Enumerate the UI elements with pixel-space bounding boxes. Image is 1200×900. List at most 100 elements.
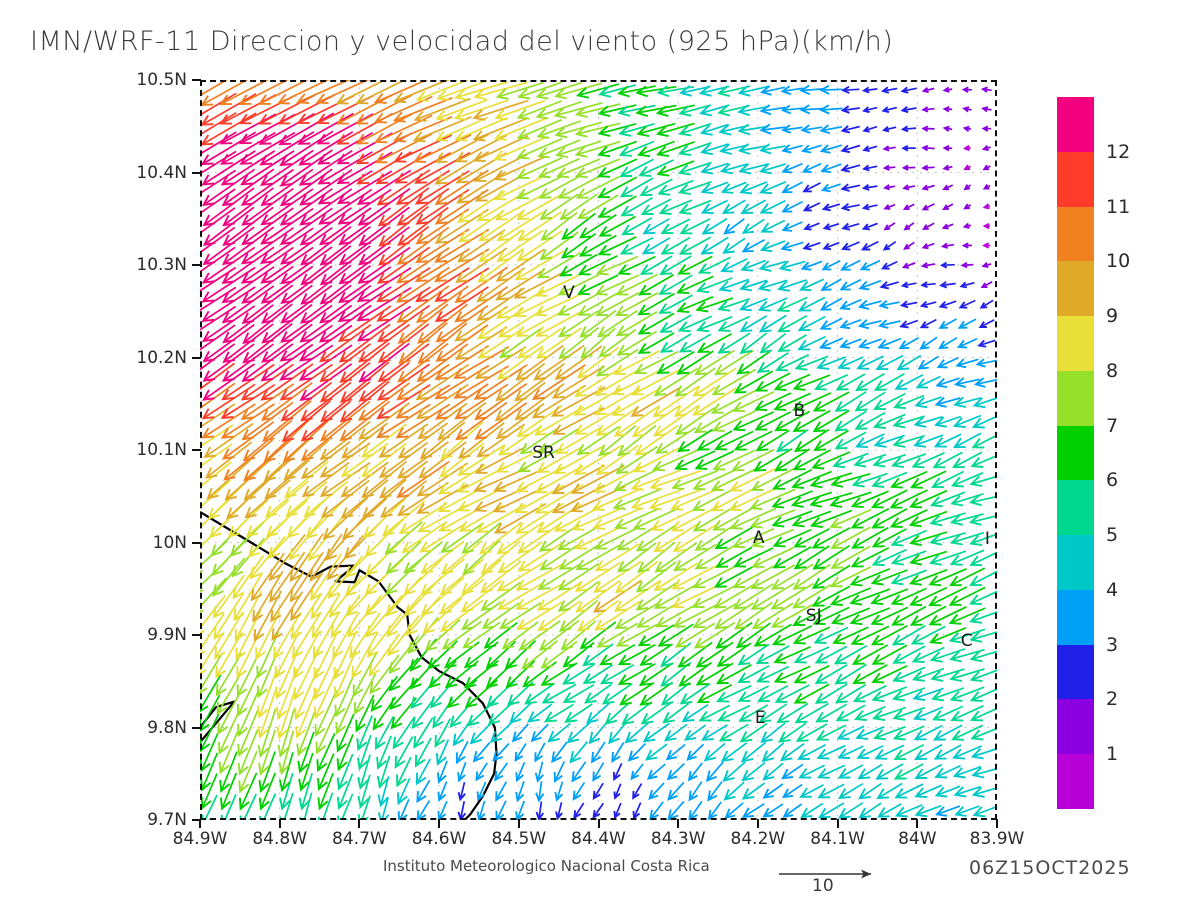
wind-arrow	[921, 86, 935, 94]
wind-arrow	[639, 681, 674, 706]
wind-arrow	[537, 157, 580, 179]
wind-arrow	[202, 343, 255, 382]
wind-arrow	[913, 415, 943, 428]
wind-arrow	[355, 694, 375, 733]
wind-arrow	[200, 93, 257, 126]
wind-arrow	[497, 541, 543, 574]
wind-arrow	[871, 686, 908, 703]
wind-arrow	[457, 781, 466, 802]
wind-arrow	[596, 255, 639, 276]
wind-arrow	[811, 585, 851, 607]
wind-arrow	[394, 152, 452, 184]
wind-arrow	[822, 241, 840, 251]
wind-arrow	[837, 764, 864, 779]
wind-arrow	[818, 104, 843, 115]
wind-arrow	[341, 497, 388, 540]
wind-arrow	[592, 579, 642, 613]
wind-arrow	[791, 392, 832, 412]
y-tick-label: 10.5N	[136, 70, 187, 90]
wind-arrow	[612, 488, 661, 510]
wind-arrow	[908, 510, 948, 528]
wind-arrow	[377, 323, 430, 364]
wind-arrow	[814, 645, 848, 664]
wind-arrow	[715, 621, 753, 649]
wind-arrow	[370, 675, 399, 713]
wind-arrow	[797, 744, 827, 760]
wind-arrow	[792, 409, 831, 433]
wind-arrow	[480, 581, 522, 611]
wind-arrow	[851, 472, 888, 488]
wind-arrow	[419, 421, 466, 460]
wind-arrow	[900, 281, 917, 289]
wind-arrow	[780, 241, 804, 252]
x-tick-mark	[597, 819, 600, 828]
wind-arrow	[598, 328, 637, 358]
wind-arrow	[794, 355, 829, 371]
wind-arrow	[260, 207, 314, 245]
wind-arrow	[594, 526, 640, 550]
wind-arrow	[515, 310, 564, 337]
wind-arrow	[633, 350, 679, 375]
wind-arrow	[454, 286, 509, 323]
wind-arrow	[914, 804, 942, 818]
wind-arrow	[200, 443, 233, 468]
wind-arrow	[952, 745, 983, 760]
wind-arrow	[674, 622, 716, 648]
wind-arrow	[446, 679, 478, 709]
wind-arrow	[857, 299, 882, 310]
wind-arrow	[252, 570, 284, 623]
wind-arrow	[852, 684, 887, 703]
wind-arrow	[655, 122, 695, 138]
wind-arrow	[592, 507, 642, 530]
wind-arrow	[396, 481, 449, 517]
wind-arrow	[829, 491, 872, 508]
wind-arrow	[279, 363, 333, 401]
wind-arrow	[659, 314, 692, 333]
wind-arrow	[279, 207, 333, 245]
wind-arrow	[901, 144, 916, 152]
wind-arrow	[554, 121, 603, 139]
wind-arrow	[339, 361, 390, 404]
y-tick-mark	[192, 726, 201, 729]
wind-arrow	[317, 151, 373, 185]
wind-arrow	[939, 261, 955, 269]
wind-arrow	[853, 453, 887, 468]
wind-arrow	[969, 590, 997, 606]
wind-arrow	[537, 139, 581, 159]
wind-arrow	[678, 333, 712, 353]
y-tick-mark	[192, 356, 201, 359]
wind-arrow	[854, 391, 886, 412]
wind-arrow	[495, 781, 508, 802]
wind-arrow	[648, 488, 703, 511]
wind-arrow	[751, 546, 794, 568]
wind-arrow	[728, 487, 778, 512]
wind-arrow	[834, 391, 867, 412]
wind-arrow	[902, 184, 915, 191]
wind-arrow	[319, 420, 371, 461]
wind-arrow	[200, 246, 236, 273]
wind-arrow	[692, 387, 737, 416]
wind-arrow	[608, 721, 628, 745]
wind-arrow	[574, 140, 621, 158]
wind-arrow	[530, 723, 549, 743]
wind-arrow	[310, 573, 342, 620]
wind-arrow	[921, 242, 935, 250]
wind-arrow	[637, 541, 676, 574]
wind-arrow	[299, 207, 352, 246]
wind-arrow	[335, 692, 356, 735]
wind-arrow	[714, 430, 754, 451]
wind-arrow	[469, 721, 494, 745]
wind-arrow	[200, 305, 237, 331]
wind-arrow	[539, 193, 579, 221]
wind-arrow	[733, 430, 773, 451]
wind-arrow	[597, 122, 637, 137]
wind-arrow	[802, 182, 821, 193]
wind-arrow	[202, 206, 255, 247]
wind-arrow	[695, 297, 734, 313]
wind-arrow	[814, 664, 848, 685]
wind-arrow	[630, 763, 644, 781]
wind-arrow	[750, 564, 796, 589]
wind-arrow	[656, 160, 695, 177]
wind-arrow	[741, 218, 765, 234]
wind-arrow	[415, 758, 431, 786]
